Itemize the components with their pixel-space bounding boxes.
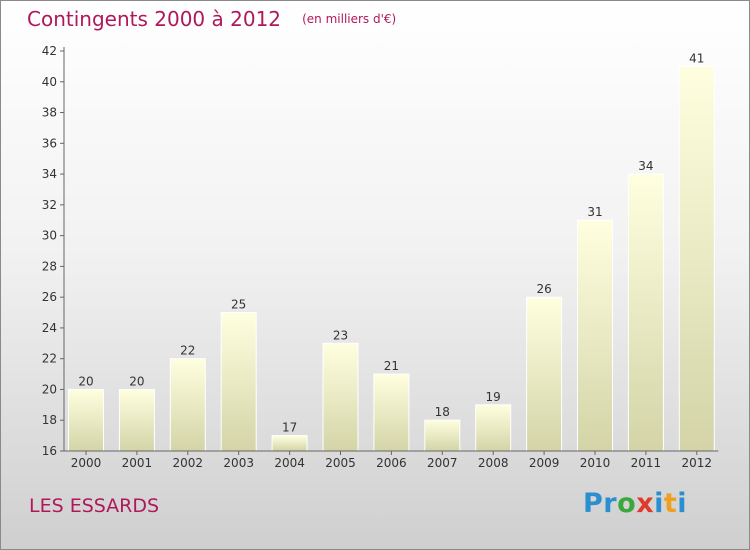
value-label-2005: 23 xyxy=(333,328,348,342)
x-tick-label-2000: 2000 xyxy=(71,456,102,470)
value-label-2000: 20 xyxy=(78,375,93,389)
y-tick-label-30: 30 xyxy=(42,229,57,243)
x-tick-label-2006: 2006 xyxy=(376,456,407,470)
logo-letter: P xyxy=(583,488,604,519)
x-tick-label-2003: 2003 xyxy=(223,456,254,470)
bar-2008 xyxy=(475,404,512,452)
proxiti-logo[interactable]: Proxiti xyxy=(583,488,687,519)
x-tick-label-2010: 2010 xyxy=(580,456,611,470)
x-tick-label-2012: 2012 xyxy=(682,456,713,470)
value-label-2007: 18 xyxy=(435,405,450,419)
value-label-2008: 19 xyxy=(486,390,501,404)
chart-subtitle: (en milliers d'€) xyxy=(302,12,397,26)
logo-letter: i xyxy=(654,488,664,519)
value-label-2012: 41 xyxy=(689,51,704,65)
bar-2001 xyxy=(118,389,155,452)
title-row: Contingents 2000 à 2012 (en milliers d'€… xyxy=(27,7,396,31)
y-tick-label-36: 36 xyxy=(42,136,57,150)
logo-letter: x xyxy=(636,488,655,519)
x-tick-label-2007: 2007 xyxy=(427,456,458,470)
value-label-2010: 31 xyxy=(587,205,602,219)
y-tick-label-32: 32 xyxy=(42,198,57,212)
y-tick-label-40: 40 xyxy=(42,75,57,89)
logo-letter: r xyxy=(603,488,618,519)
x-tick-label-2009: 2009 xyxy=(529,456,560,470)
bars-group: 20 20 22 25 17 23 21 18 19 26 31 34 41 xyxy=(68,51,715,452)
bar-2007 xyxy=(424,419,461,452)
bar-2006 xyxy=(373,373,410,452)
x-tick-label-2004: 2004 xyxy=(274,456,305,470)
bar-2010 xyxy=(577,219,613,452)
commune-name: LES ESSARDS xyxy=(29,495,160,517)
value-label-2011: 34 xyxy=(638,159,653,173)
value-label-2003: 25 xyxy=(231,298,246,312)
bar-2004 xyxy=(271,435,308,452)
value-label-2001: 20 xyxy=(129,375,144,389)
chart-title: Contingents 2000 à 2012 xyxy=(27,7,282,31)
y-tick-label-34: 34 xyxy=(42,167,57,181)
y-tick-label-16: 16 xyxy=(42,444,57,458)
bar-2011 xyxy=(627,173,664,452)
logo-letter: o xyxy=(617,488,637,519)
y-tick-label-42: 42 xyxy=(42,44,57,58)
logo-letter: t xyxy=(663,488,678,519)
y-tick-label-20: 20 xyxy=(42,382,57,396)
y-tick-label-24: 24 xyxy=(42,321,57,335)
axes-group: 16 18 20 22 24 26 28 30 32 34 36 38 40 42 2000 2001 2002… xyxy=(42,44,719,470)
bar-2003 xyxy=(220,312,257,452)
value-label-2006: 21 xyxy=(384,359,399,373)
value-label-2004: 17 xyxy=(282,421,297,435)
y-tick-label-22: 22 xyxy=(42,352,57,366)
bar-2002 xyxy=(169,358,206,452)
value-label-2009: 26 xyxy=(536,282,551,296)
x-tick-label-2005: 2005 xyxy=(325,456,356,470)
x-tick-label-2002: 2002 xyxy=(173,456,204,470)
value-label-2002: 22 xyxy=(180,344,195,358)
x-tick-label-2001: 2001 xyxy=(122,456,153,470)
bar-2012 xyxy=(678,65,715,452)
x-tick-label-2008: 2008 xyxy=(478,456,509,470)
y-tick-label-28: 28 xyxy=(42,259,57,273)
y-tick-label-18: 18 xyxy=(42,413,57,427)
y-tick-label-26: 26 xyxy=(42,290,57,304)
logo-letter: i xyxy=(677,488,688,519)
x-tick-label-2011: 2011 xyxy=(631,456,662,470)
y-tick-label-38: 38 xyxy=(42,106,57,120)
bar-2009 xyxy=(526,296,563,452)
bar-2005 xyxy=(322,342,359,452)
bar-2000 xyxy=(68,389,104,452)
